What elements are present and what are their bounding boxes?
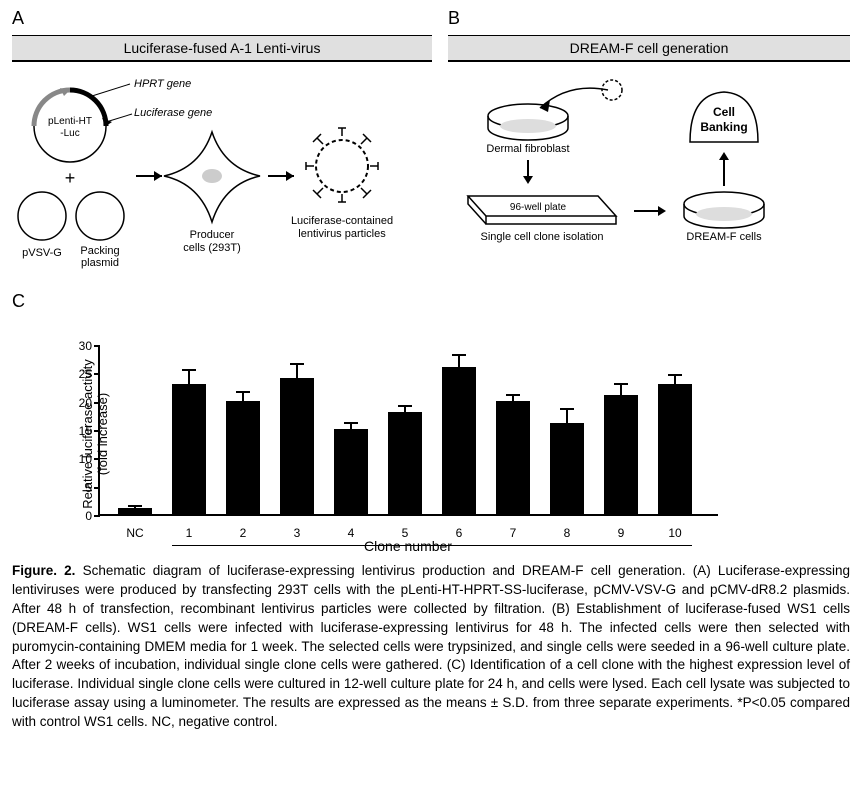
y-tick bbox=[94, 402, 100, 404]
producer-label-l1: Producer bbox=[190, 229, 235, 241]
panel-b-title: DREAM-F cell generation bbox=[448, 35, 850, 62]
y-tick bbox=[94, 373, 100, 375]
luciferase-gene-label: Luciferase gene bbox=[134, 107, 212, 119]
error-cap bbox=[236, 391, 250, 393]
error-bar bbox=[674, 375, 676, 384]
bar bbox=[280, 378, 314, 514]
luciferase-bar-chart: Relative luciferase activity(fold increa… bbox=[12, 324, 850, 544]
y-tick-label: 0 bbox=[60, 509, 92, 523]
y-tick bbox=[94, 430, 100, 432]
error-cap bbox=[290, 363, 304, 365]
bar bbox=[118, 508, 152, 514]
panel-b: B DREAM-F cell generation Dermal fibrobl… bbox=[448, 8, 850, 271]
bar bbox=[388, 412, 422, 514]
bar bbox=[226, 401, 260, 514]
error-cap bbox=[398, 405, 412, 407]
panel-b-label: B bbox=[448, 8, 850, 29]
panel-a-diagram: pLenti-HT -Luc HPRT gene Luciferase gene… bbox=[12, 76, 432, 266]
hprt-gene-label: HPRT gene bbox=[134, 78, 191, 90]
error-bar bbox=[296, 364, 298, 378]
y-tick bbox=[94, 515, 100, 517]
y-tick-label: 25 bbox=[60, 367, 92, 381]
single-clone-label: Single cell clone isolation bbox=[481, 231, 604, 243]
packing-label-l2: plasmid bbox=[81, 257, 119, 269]
error-cap bbox=[344, 422, 358, 424]
error-cap bbox=[506, 394, 520, 396]
plasmid-name-l1: pLenti-HT bbox=[48, 116, 92, 127]
plus-sign: + bbox=[65, 168, 76, 188]
panel-c-label: C bbox=[12, 291, 850, 312]
plasmid-name-l2: -Luc bbox=[60, 128, 79, 139]
error-cap bbox=[614, 383, 628, 385]
error-cap bbox=[452, 354, 466, 356]
error-cap bbox=[128, 505, 142, 507]
error-cap bbox=[182, 369, 196, 371]
particles-label-l1: Luciferase-contained bbox=[291, 215, 393, 227]
error-bar bbox=[458, 355, 460, 366]
chart-plot-area: 051015202530NC12345678910 bbox=[98, 346, 718, 516]
pvsvg-label: pVSV-G bbox=[22, 247, 62, 259]
banking-label-l2: Banking bbox=[700, 120, 747, 134]
error-bar bbox=[188, 370, 190, 384]
bar bbox=[550, 423, 584, 514]
figure-2: A Luciferase-fused A-1 Lenti-virus pLent… bbox=[0, 0, 862, 740]
error-cap bbox=[560, 408, 574, 410]
bar bbox=[496, 401, 530, 514]
y-tick-label: 20 bbox=[60, 396, 92, 410]
error-cap bbox=[668, 374, 682, 376]
error-bar bbox=[566, 409, 568, 423]
panel-b-diagram: Dermal fibroblast 96-well plate Single c… bbox=[448, 76, 848, 266]
error-bar bbox=[242, 392, 244, 401]
chart-x-label: Clone number bbox=[98, 538, 718, 554]
bar bbox=[604, 395, 638, 514]
y-tick-label: 30 bbox=[60, 339, 92, 353]
y-tick-label: 5 bbox=[60, 481, 92, 495]
dermal-label: Dermal fibroblast bbox=[486, 143, 569, 155]
y-tick-label: 15 bbox=[60, 424, 92, 438]
y-tick bbox=[94, 487, 100, 489]
bar bbox=[172, 384, 206, 514]
top-panels-row: A Luciferase-fused A-1 Lenti-virus pLent… bbox=[12, 8, 850, 271]
plate-label: 96-well plate bbox=[510, 202, 567, 213]
panel-a: A Luciferase-fused A-1 Lenti-virus pLent… bbox=[12, 8, 432, 271]
caption-title: Figure. 2. bbox=[12, 563, 75, 578]
bar bbox=[658, 384, 692, 514]
y-tick bbox=[94, 345, 100, 347]
particles-label-l2: lentivirus particles bbox=[298, 228, 386, 240]
packing-label-l1: Packing bbox=[80, 245, 119, 257]
bar bbox=[334, 429, 368, 514]
panel-a-label: A bbox=[12, 8, 432, 29]
banking-label-l1: Cell bbox=[713, 105, 735, 119]
bar bbox=[442, 367, 476, 514]
producer-label-l2: cells (293T) bbox=[183, 242, 240, 254]
figure-caption: Figure. 2. Schematic diagram of lucifera… bbox=[12, 562, 850, 732]
caption-text: Schematic diagram of luciferase-expressi… bbox=[12, 563, 850, 729]
panel-a-title: Luciferase-fused A-1 Lenti-virus bbox=[12, 35, 432, 62]
dreamf-label: DREAM-F cells bbox=[686, 231, 762, 243]
panel-c: C Relative luciferase activity(fold incr… bbox=[12, 291, 850, 544]
y-tick bbox=[94, 458, 100, 460]
y-tick-label: 10 bbox=[60, 452, 92, 466]
error-bar bbox=[620, 384, 622, 395]
